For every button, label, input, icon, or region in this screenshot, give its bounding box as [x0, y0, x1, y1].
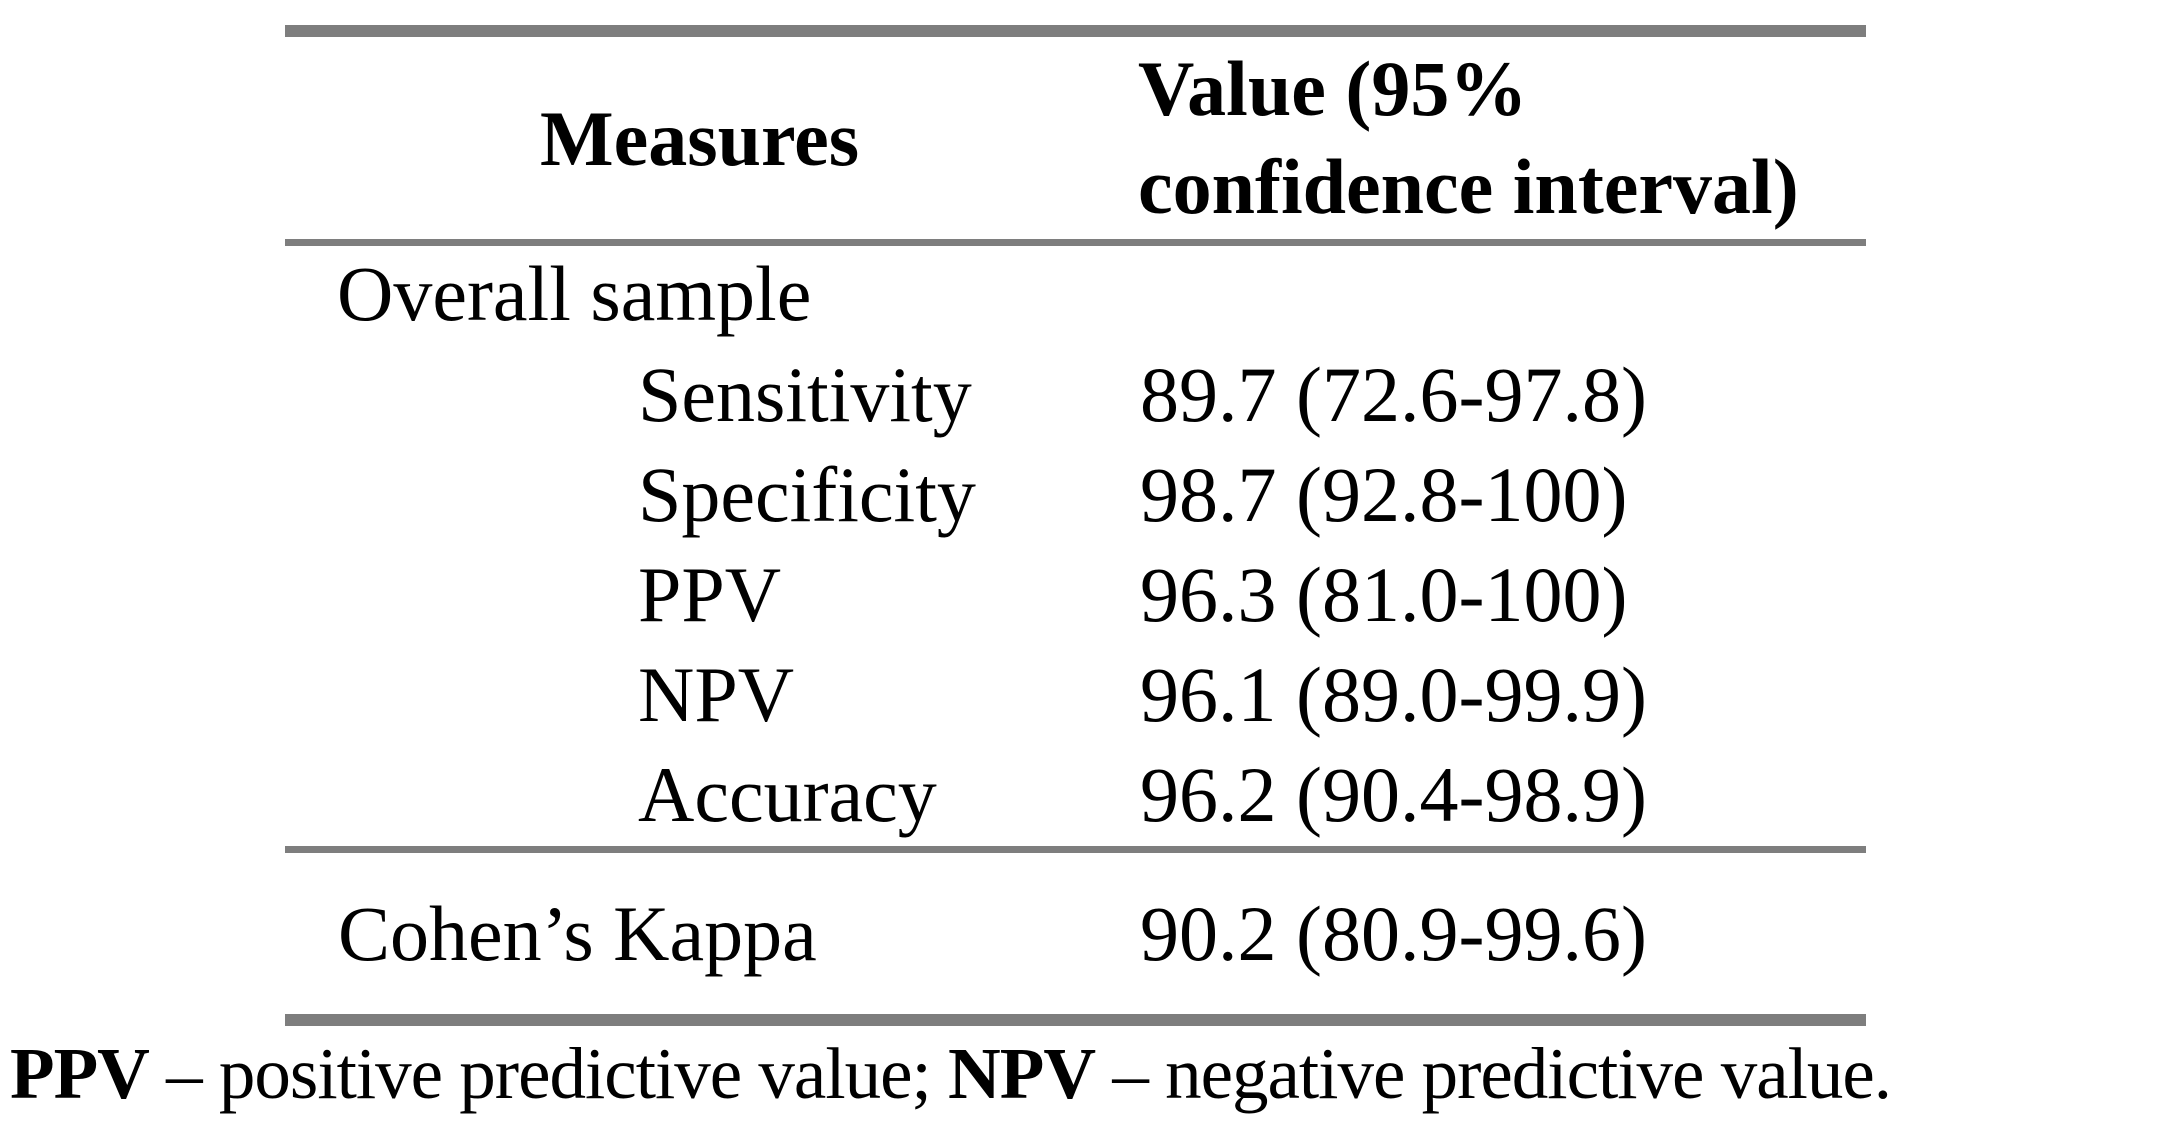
row-label-cohens-kappa: Cohen’s Kappa	[338, 890, 817, 977]
row-value-cohens-kappa: 90.2 (80.9-99.6)	[1140, 890, 1647, 977]
section-divider-rule	[285, 846, 1866, 853]
column-header-measures: Measures	[540, 95, 860, 182]
row-label-npv: NPV	[638, 651, 795, 738]
footnote-ppv-text: – positive predictive value;	[148, 1033, 949, 1114]
row-label-accuracy: Accuracy	[638, 751, 937, 838]
row-value-sensitivity: 89.7 (72.6-97.8)	[1140, 351, 1647, 438]
row-value-specificity: 98.7 (92.8-100)	[1140, 451, 1628, 538]
column-header-value: Value (95% confidence interval)	[1138, 45, 1799, 230]
header-divider-rule	[285, 239, 1866, 246]
row-label-sensitivity: Sensitivity	[638, 351, 972, 438]
row-label-specificity: Specificity	[638, 451, 976, 538]
row-value-ppv: 96.3 (81.0-100)	[1140, 551, 1628, 638]
row-label-ppv: PPV	[638, 551, 782, 638]
table-footnote: PPV – positive predictive value; NPV – n…	[10, 1033, 1892, 1114]
footnote-ppv-abbr: PPV	[10, 1033, 150, 1114]
row-value-npv: 96.1 (89.0-99.9)	[1140, 651, 1647, 738]
table-bottom-rule	[285, 1014, 1866, 1026]
group-row-label: Overall sample	[337, 250, 812, 337]
footnote-npv-abbr: NPV	[948, 1033, 1096, 1114]
row-value-accuracy: 96.2 (90.4-98.9)	[1140, 751, 1647, 838]
table-top-rule	[285, 25, 1866, 37]
footnote-npv-text: – negative predictive value.	[1095, 1033, 1892, 1114]
